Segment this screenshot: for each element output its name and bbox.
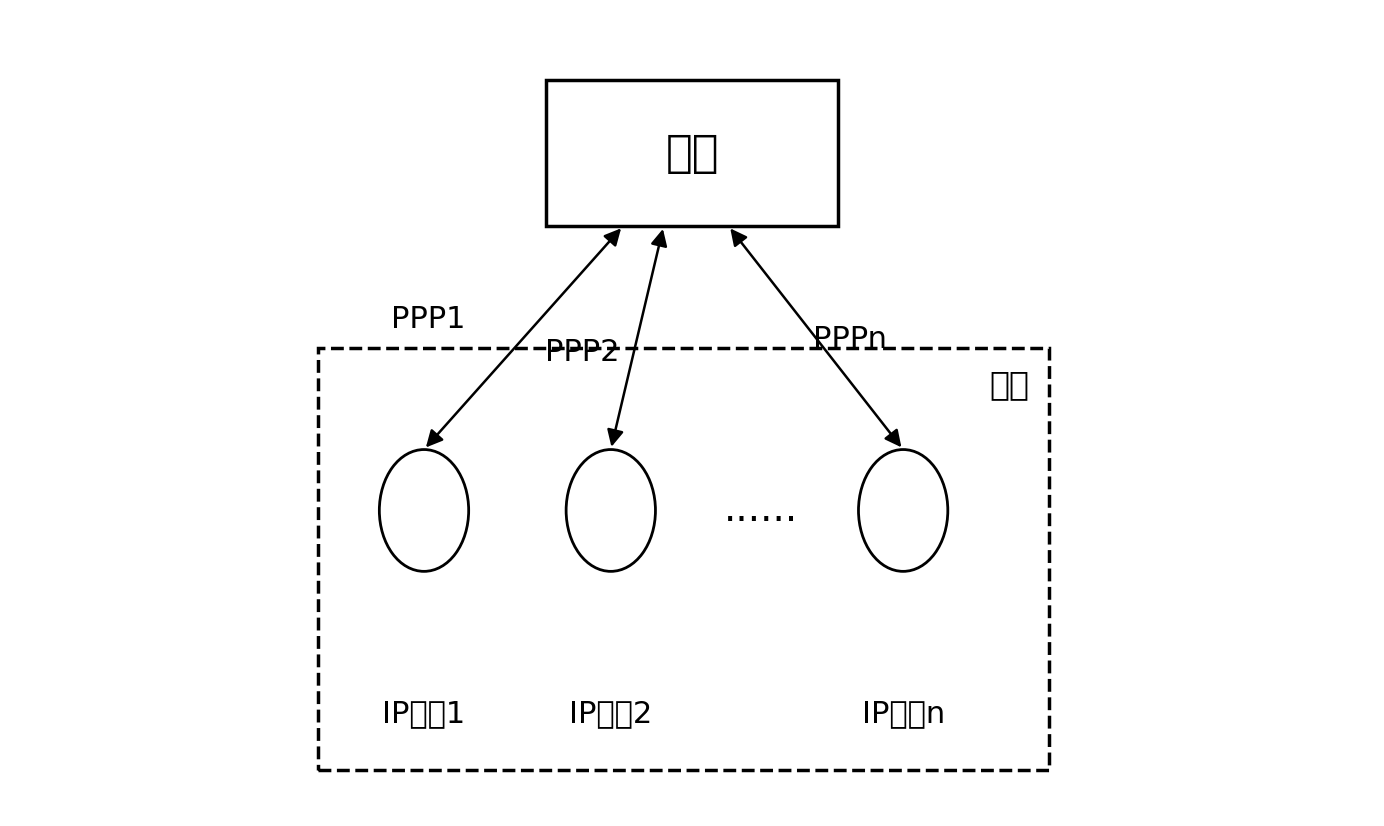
Text: 本端: 本端: [990, 368, 1030, 401]
Text: PPPn: PPPn: [814, 325, 887, 354]
Ellipse shape: [379, 449, 469, 572]
Bar: [318, 348, 1049, 771]
Text: 远端: 远端: [666, 131, 718, 174]
Ellipse shape: [566, 449, 656, 572]
Text: PPP2: PPP2: [545, 338, 620, 367]
Text: IP地址n: IP地址n: [861, 699, 945, 728]
Ellipse shape: [858, 449, 948, 572]
Bar: [545, 80, 839, 226]
Text: ......: ......: [724, 491, 799, 529]
Text: IP地址2: IP地址2: [569, 699, 652, 728]
Text: IP地址1: IP地址1: [382, 699, 465, 728]
Text: PPP1: PPP1: [390, 305, 465, 334]
